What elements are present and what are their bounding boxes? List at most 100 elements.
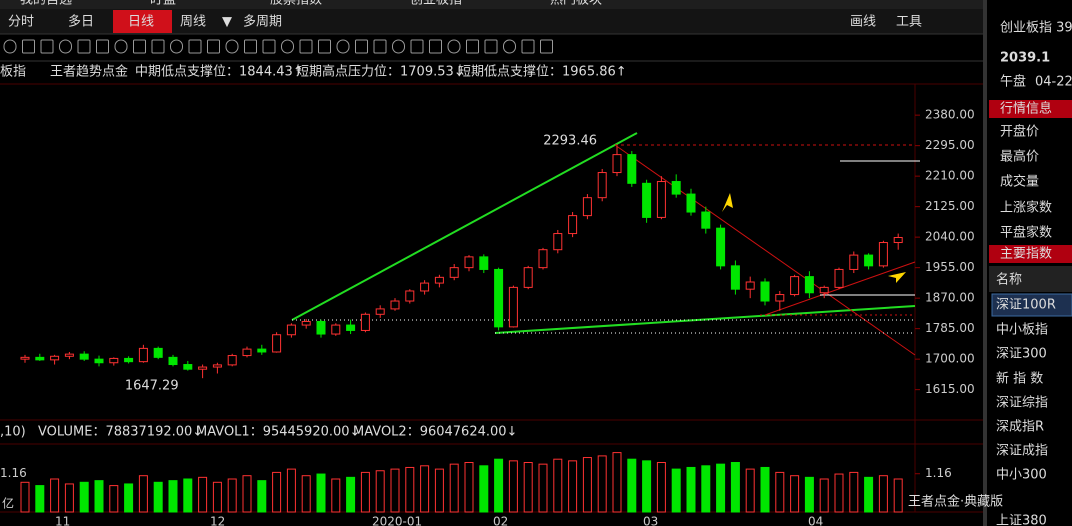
y-tick-label: 1.16 (0, 466, 27, 480)
tool-icon[interactable] (318, 39, 331, 54)
tool-icon[interactable] (207, 39, 220, 54)
indicator-value: 短期低点支撑位：1965.86↑ (458, 65, 627, 80)
high-label: 2293.46 (543, 134, 597, 149)
index-row[interactable]: 中小300 (996, 468, 1047, 483)
candle-body (360, 313, 370, 331)
tool-icon[interactable] (336, 39, 350, 54)
column-header-bg (989, 266, 1072, 292)
index-row[interactable]: 深证综指 (996, 396, 1048, 411)
y-tick-label: 1700.00 (925, 352, 975, 366)
y-tick-label: 1955.00 (925, 260, 975, 274)
volume-bar (124, 483, 134, 513)
tool-icon[interactable] (484, 39, 498, 54)
tool-icon[interactable] (188, 39, 202, 54)
tool-icon[interactable] (392, 39, 405, 54)
volume-bar (346, 476, 356, 513)
candle-body (494, 268, 504, 328)
index-row[interactable]: 深证300 (996, 347, 1047, 362)
period-button[interactable]: 分时 (8, 15, 34, 30)
candle-body (790, 276, 800, 296)
volume-bar (183, 478, 193, 513)
tab[interactable]: 股票指数 (270, 0, 322, 8)
tool-icon[interactable] (521, 39, 535, 54)
tab[interactable]: 盯盘 (150, 0, 176, 8)
tool-icon[interactable] (429, 39, 442, 54)
y-tick-label: 2210.00 (925, 169, 975, 183)
tab[interactable]: 我的自选 (20, 0, 72, 8)
tools-button[interactable]: 工具 (896, 15, 922, 30)
period-button[interactable]: 多日 (68, 14, 94, 30)
candle-body (701, 211, 711, 229)
tool-icon[interactable] (281, 39, 294, 54)
volume-bar (212, 481, 222, 513)
tool-icon[interactable] (244, 39, 257, 54)
tab[interactable]: 热门板块 (550, 0, 602, 8)
period-button[interactable]: 日线 (128, 15, 154, 30)
candle-body (642, 182, 652, 218)
volume-bar (878, 475, 888, 513)
index-row[interactable]: 深证成指 (996, 444, 1048, 459)
tool-icon[interactable] (225, 39, 239, 54)
volume-bar (582, 457, 592, 513)
tab-bar (0, 0, 985, 9)
candle-body (94, 358, 104, 364)
candle-body (775, 294, 785, 302)
candle-body (124, 357, 134, 363)
section-header-bg (989, 245, 1072, 263)
index-row[interactable]: 深证100R (996, 298, 1056, 313)
candle-body (257, 348, 267, 353)
tool-icon[interactable] (503, 39, 516, 54)
section-header-bg (989, 100, 1072, 118)
tool-icon[interactable] (151, 39, 165, 54)
tool-icon[interactable] (540, 39, 553, 54)
volume-bar (227, 478, 237, 513)
volume-bar (479, 465, 489, 513)
candle-body (420, 282, 430, 292)
period-button[interactable]: 多周期 (243, 14, 282, 30)
draw-line-button[interactable]: 画线 (850, 15, 876, 30)
volume-bar (627, 458, 637, 513)
tool-icon[interactable] (77, 39, 91, 54)
tool-icon[interactable] (355, 39, 368, 54)
tool-icon[interactable] (114, 39, 128, 54)
index-row[interactable]: 深成指R (996, 420, 1044, 435)
candle-body (760, 281, 770, 302)
tool-icon[interactable] (170, 39, 183, 54)
tool-icon[interactable] (40, 39, 54, 54)
indicator-name: 王者趋势点金 (50, 64, 128, 80)
candle-body (153, 347, 163, 358)
tool-icon[interactable] (373, 39, 387, 54)
tool-icon[interactable] (96, 39, 109, 54)
tool-icon[interactable] (22, 39, 35, 54)
candle-body (35, 356, 45, 361)
tool-icon[interactable] (3, 39, 17, 54)
tool-icon[interactable] (133, 39, 146, 54)
candle-body (834, 268, 844, 288)
x-tick-label: 12 (210, 515, 225, 526)
tool-icon[interactable] (299, 39, 313, 54)
tool-icon[interactable] (262, 39, 276, 54)
index-row[interactable]: 新 指 数 (996, 371, 1043, 387)
period-button[interactable]: 周线 (180, 15, 206, 30)
tab[interactable]: 创业板指 (410, 0, 462, 8)
tool-icon[interactable] (410, 39, 424, 54)
tool-icon[interactable] (447, 39, 461, 54)
trend-line (291, 132, 638, 321)
index-row[interactable]: 中小板指 (996, 323, 1048, 338)
low-label: 1647.29 (125, 379, 179, 394)
section-header: 主要指数 (1000, 247, 1052, 262)
candle-body (612, 154, 622, 174)
y-tick-label: 2040.00 (925, 230, 975, 244)
volume-bar (834, 473, 844, 513)
candle-body (64, 353, 74, 357)
volume-bar (716, 463, 726, 513)
candle-body (301, 320, 311, 326)
volume-indicator: MAVOL2：96047624.00↓ (353, 425, 517, 440)
tool-icon[interactable] (59, 39, 72, 54)
tool-icon[interactable] (466, 39, 479, 54)
volume-bar (109, 485, 119, 513)
candle-body (582, 197, 592, 217)
index-row[interactable]: 上证380 (996, 514, 1047, 526)
